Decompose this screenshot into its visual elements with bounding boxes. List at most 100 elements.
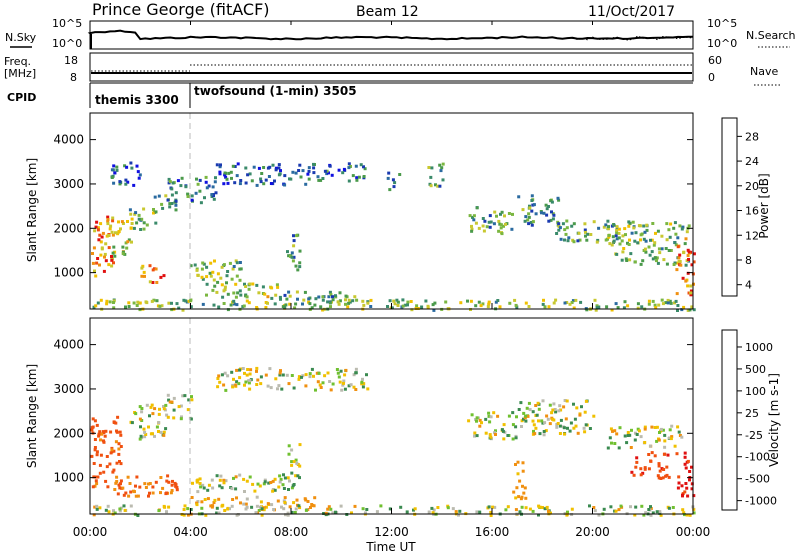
data-cell-power-cells-18 bbox=[541, 302, 545, 306]
data-cell-power-cells-15 bbox=[602, 225, 606, 229]
data-cell-power-cells-8 bbox=[195, 177, 198, 181]
data-cell-velocity-cells-6 bbox=[304, 373, 308, 377]
data-cell-power-cells-16 bbox=[654, 231, 657, 235]
data-cell-power-cells-5 bbox=[239, 267, 243, 271]
data-cell-power-cells-17 bbox=[686, 254, 690, 258]
data-cell-velocity-cells-11 bbox=[688, 470, 692, 473]
data-cell-power-cells-2 bbox=[145, 223, 149, 227]
data-cell-velocity-cells-2 bbox=[144, 433, 148, 436]
data-cell-power-cells-18 bbox=[393, 302, 397, 306]
data-cell-power-cells-18 bbox=[527, 305, 531, 308]
data-cell-velocity-cells-2 bbox=[164, 427, 168, 431]
data-cell-velocity-cells-8 bbox=[541, 421, 545, 425]
data-cell-power-cells-15 bbox=[559, 237, 563, 241]
data-cell-power-cells-18 bbox=[329, 305, 332, 309]
data-cell-power-cells-19 bbox=[344, 294, 348, 298]
data-cell-power-cells-16 bbox=[660, 247, 664, 251]
data-cell-power-cells-18 bbox=[212, 303, 216, 307]
data-cell-power-cells-18 bbox=[337, 302, 341, 306]
data-cell-power-cells-9 bbox=[283, 174, 287, 178]
data-cell-power-cells-17 bbox=[686, 248, 690, 252]
data-cell-velocity-cells-6 bbox=[339, 369, 343, 373]
data-cell-power-cells-13 bbox=[510, 227, 514, 231]
data-cell-velocity-cells-9 bbox=[655, 425, 659, 429]
data-cell-power-cells-2 bbox=[137, 213, 141, 217]
data-cell-power-cells-20 bbox=[286, 250, 289, 254]
data-cell-power-cells-10 bbox=[355, 176, 359, 180]
data-cell-power-cells-5 bbox=[205, 275, 209, 279]
data-cell-power-cells-16 bbox=[667, 228, 671, 232]
data-cell-power-cells-18 bbox=[112, 301, 115, 304]
data-cell-velocity-cells-10 bbox=[667, 475, 671, 479]
data-cell-velocity-cells-12 bbox=[667, 506, 671, 510]
data-cell-power-cells-0 bbox=[107, 263, 111, 267]
data-cell-power-cells-18 bbox=[409, 300, 413, 303]
data-cell-velocity-cells-2 bbox=[130, 421, 134, 425]
data-cell-power-cells-12 bbox=[441, 178, 445, 182]
data-cell-power-cells-12 bbox=[436, 184, 440, 188]
data-cell-velocity-cells-9 bbox=[659, 427, 663, 431]
data-cell-velocity-cells-12 bbox=[257, 509, 261, 512]
data-cell-power-cells-5 bbox=[209, 274, 213, 278]
data-cell-power-cells-2 bbox=[142, 221, 146, 225]
data-cell-power-cells-1 bbox=[109, 224, 113, 228]
data-cell-velocity-cells-6 bbox=[354, 371, 358, 375]
data-cell-power-cells-5 bbox=[202, 262, 206, 266]
data-cell-power-cells-0 bbox=[95, 261, 99, 265]
data-cell-velocity-cells-6 bbox=[255, 366, 259, 370]
data-cell-velocity-cells-12 bbox=[379, 504, 383, 508]
data-cell-power-cells-16 bbox=[641, 259, 645, 263]
data-cell-power-cells-8 bbox=[174, 191, 178, 195]
data-cell-velocity-cells-0 bbox=[93, 419, 97, 423]
data-cell-velocity-cells-1 bbox=[154, 480, 158, 484]
data-cell-velocity-cells-2 bbox=[143, 430, 147, 434]
data-cell-velocity-cells-7 bbox=[473, 431, 477, 435]
data-cell-power-cells-8 bbox=[171, 181, 175, 185]
data-cell-power-cells-2 bbox=[142, 227, 146, 231]
data-cell-velocity-cells-6 bbox=[314, 388, 317, 392]
data-cell-power-cells-19 bbox=[344, 298, 347, 302]
data-cell-velocity-cells-12 bbox=[475, 510, 479, 514]
data-cell-power-cells-18 bbox=[570, 301, 574, 304]
data-cell-velocity-cells-6 bbox=[230, 370, 234, 374]
data-cell-power-cells-4 bbox=[148, 264, 152, 268]
data-cell-velocity-cells-6 bbox=[347, 384, 351, 388]
data-cell-velocity-cells-7 bbox=[478, 418, 482, 422]
data-cell-power-cells-18 bbox=[167, 301, 171, 305]
data-cell-power-cells-0 bbox=[108, 227, 112, 231]
data-cell-velocity-cells-4 bbox=[273, 477, 277, 481]
data-cell-power-cells-5 bbox=[222, 263, 226, 267]
data-cell-power-cells-16 bbox=[627, 243, 631, 246]
data-cell-power-cells-16 bbox=[631, 220, 635, 224]
data-cell-power-cells-9 bbox=[301, 169, 305, 173]
data-cell-power-cells-18 bbox=[498, 305, 502, 309]
data-cell-power-cells-18 bbox=[653, 303, 657, 307]
data-cell-velocity-cells-10 bbox=[630, 470, 634, 474]
data-cell-velocity-cells-5 bbox=[221, 503, 225, 507]
data-cell-velocity-cells-8 bbox=[563, 432, 566, 436]
data-cell-power-cells-14 bbox=[521, 208, 525, 212]
data-cell-velocity-cells-1 bbox=[138, 485, 142, 489]
data-cell-velocity-cells-1 bbox=[165, 479, 169, 483]
data-cell-velocity-cells-12 bbox=[682, 511, 686, 515]
data-cell-velocity-cells-12 bbox=[95, 504, 99, 508]
station-title: Prince George (fitACF) bbox=[92, 0, 270, 19]
data-cell-velocity-cells-6 bbox=[285, 373, 289, 377]
data-cell-power-cells-16 bbox=[687, 224, 691, 228]
data-cell-power-cells-18 bbox=[496, 299, 500, 302]
data-cell-power-cells-19 bbox=[303, 290, 307, 294]
data-cell-power-cells-18 bbox=[406, 300, 410, 304]
data-cell-power-cells-13 bbox=[499, 223, 503, 227]
data-cell-power-cells-6 bbox=[275, 283, 279, 287]
data-cell-velocity-cells-4 bbox=[195, 479, 199, 483]
data-cell-power-cells-16 bbox=[642, 237, 646, 241]
data-cell-velocity-cells-1 bbox=[114, 481, 118, 485]
data-cell-velocity-cells-4 bbox=[207, 483, 211, 487]
data-cell-velocity-cells-12 bbox=[112, 509, 115, 513]
data-cell-power-cells-16 bbox=[615, 237, 619, 241]
power-cells bbox=[91, 161, 696, 312]
data-cell-power-cells-9 bbox=[229, 170, 233, 174]
data-cell-power-cells-18 bbox=[433, 301, 437, 305]
colorbar-tick-label: -25 bbox=[745, 429, 763, 442]
